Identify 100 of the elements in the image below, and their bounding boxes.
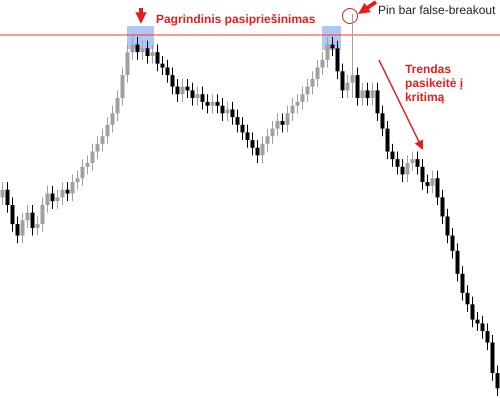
- candlestick: [80, 158, 84, 186]
- candlestick: [340, 63, 344, 99]
- candlestick: [450, 227, 454, 259]
- candlestick: [426, 174, 430, 194]
- candlestick: [476, 311, 480, 332]
- candlestick: [280, 112, 284, 133]
- candlestick: [350, 14, 354, 99]
- candlestick: [60, 182, 64, 206]
- candlestick: [440, 189, 444, 225]
- candlestick: [226, 101, 230, 122]
- candlestick: [236, 109, 240, 133]
- candlestick: [196, 86, 200, 106]
- candlestick: [296, 94, 300, 114]
- candlestick: [320, 52, 324, 76]
- candlestick: [50, 185, 54, 210]
- candlestick: [330, 36, 334, 57]
- candlestick: [370, 82, 374, 106]
- candlestick: [466, 284, 470, 312]
- candlestick: [326, 36, 330, 68]
- candlestick: [40, 196, 44, 232]
- candlestick: [206, 94, 210, 114]
- candlestick: [190, 82, 194, 106]
- candlestick: [186, 78, 190, 99]
- candlestick: [246, 124, 250, 148]
- candlestick: [130, 36, 134, 60]
- candlestick: [386, 120, 390, 160]
- candlestick: [460, 266, 464, 301]
- candlestick: [306, 78, 310, 102]
- candlestick: [390, 143, 394, 168]
- candlestick: [430, 170, 434, 194]
- candlestick: [100, 128, 104, 152]
- candlestick: [310, 70, 314, 95]
- candlestick: [106, 116, 110, 144]
- candlestick: [250, 132, 254, 156]
- candlestick: [216, 94, 220, 114]
- candlestick: [146, 40, 150, 64]
- candlestick: [176, 78, 180, 102]
- candlestick: [380, 105, 384, 137]
- candlestick: [336, 40, 340, 80]
- candlestick: [136, 36, 140, 60]
- candlestick: [486, 322, 490, 351]
- candlestick: [366, 82, 370, 106]
- candlestick: [76, 170, 80, 190]
- annotation: Pin bar false-breakout: [378, 3, 496, 17]
- annotation: Pagrindinis pasipriešinimas: [156, 12, 316, 26]
- candlestick: [290, 98, 294, 122]
- candlestick: [200, 86, 204, 110]
- candlestick: [166, 59, 170, 84]
- candlestick: [480, 315, 484, 340]
- candlestick: [56, 189, 60, 210]
- candlestick: [316, 59, 320, 88]
- candlestick: [436, 170, 440, 206]
- candlestick: [360, 82, 364, 106]
- candlestick: [406, 154, 410, 183]
- candlestick: [470, 296, 474, 328]
- candlestick: [396, 151, 400, 175]
- candlestick: [20, 212, 24, 244]
- candlestick: [220, 98, 224, 122]
- candlestick: [150, 44, 154, 64]
- candlestick: [240, 116, 244, 141]
- candlestick: [140, 40, 144, 60]
- candlestick: [70, 174, 74, 202]
- candlestick: [10, 196, 14, 232]
- candlestick: [16, 216, 20, 244]
- annotation: Trendas pasikeitė į kritimą: [405, 62, 464, 104]
- candlestick: [416, 151, 420, 175]
- candlestick: [300, 86, 304, 110]
- candlestick: [346, 74, 350, 99]
- candlestick: [86, 154, 90, 175]
- candlestick: [6, 182, 10, 214]
- candlestick: [30, 204, 34, 236]
- candlestick: [120, 66, 124, 106]
- candlestick: [400, 158, 404, 183]
- candlestick: [46, 185, 50, 214]
- candlestick: [170, 66, 174, 95]
- candlestick: [260, 136, 264, 164]
- candlestick: [376, 82, 380, 122]
- candlestick: [410, 151, 414, 172]
- candlestick: [446, 208, 450, 244]
- candlestick: [0, 182, 4, 206]
- candlestick: [270, 120, 274, 144]
- candlestick: [36, 216, 40, 236]
- candlestick: [116, 90, 120, 122]
- candlestick: [156, 44, 160, 72]
- candlestick: [160, 56, 164, 76]
- candlestick: [456, 242, 460, 282]
- candlestick: [266, 128, 270, 152]
- candlestick: [90, 143, 94, 172]
- candlestick: [256, 140, 260, 164]
- candlestick: [110, 105, 114, 133]
- candlestick: [180, 78, 184, 102]
- candlestick: [96, 136, 100, 160]
- candlestick: [420, 158, 424, 190]
- candlestick: [66, 182, 70, 202]
- candlestick: [230, 101, 234, 126]
- candlestick: [496, 364, 500, 396]
- candlestick: [286, 105, 290, 133]
- candlestick: [126, 44, 130, 84]
- candlestick: [356, 66, 360, 106]
- candlestick: [210, 94, 214, 114]
